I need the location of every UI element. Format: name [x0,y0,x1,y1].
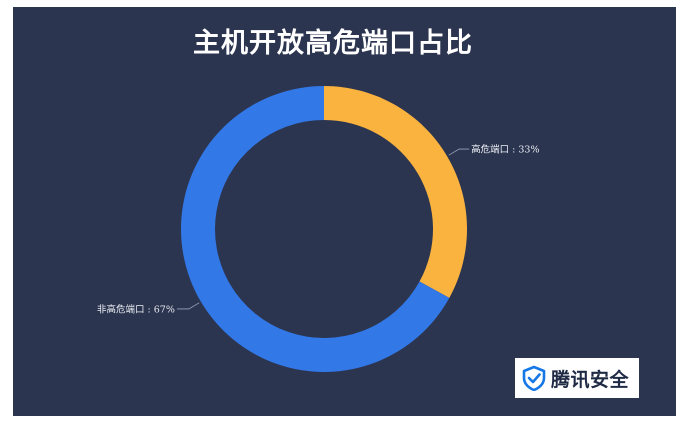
chart-title: 主机开放高危端口占比 [193,28,473,59]
leader-line-1 [176,302,200,310]
leader-line-0 [448,148,470,156]
slices-layer [181,86,467,372]
chart-panel: 主机开放高危端口占比 高危端口 : 33% 非高危端口 : 67% 腾讯安全 [13,7,676,416]
donut-chart: 高危端口 : 33% 非高危端口 : 67% [97,86,539,372]
shield-check-icon [522,365,546,391]
slice-label-1: 非高危端口 : 67% [97,303,175,315]
slice-0 [324,86,467,298]
labels-layer: 高危端口 : 33% 非高危端口 : 67% [97,144,539,316]
slice-label-0: 高危端口 : 33% [471,144,539,156]
brand-name: 腾讯安全 [551,368,630,391]
brand-logo: 腾讯安全 [515,358,639,398]
